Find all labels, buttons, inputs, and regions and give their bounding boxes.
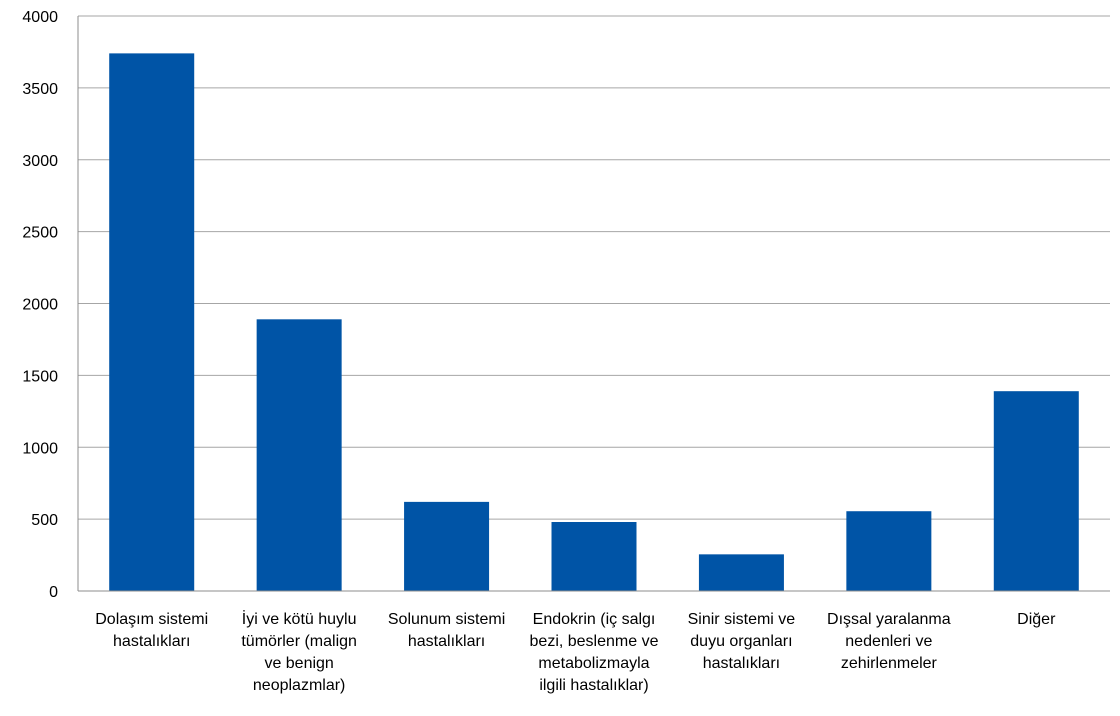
- bar: [846, 511, 932, 591]
- gridlines: [78, 15, 1110, 520]
- x-tick-label: Diğer: [1017, 611, 1056, 628]
- x-tick-labels: Dolaşım sistemi hastalıkları İyi ve kötü h…: [95, 609, 1056, 694]
- axes: [77, 16, 1110, 592]
- x-tick-label: Sinir sistemi ve duyu organları hastalıkla…: [688, 611, 796, 672]
- bar: [551, 522, 637, 591]
- bar: [256, 319, 342, 591]
- y-tick-label: 1500: [22, 368, 58, 385]
- x-tick-label: Dolaşım sistemi hastalıkları: [95, 611, 208, 650]
- bar: [993, 391, 1079, 591]
- y-tick-label: 2500: [22, 225, 58, 242]
- x-tick-label: Dışsal yaralanma nedenleri ve zehirlenmele…: [827, 611, 951, 672]
- y-tick-label: 3500: [22, 81, 58, 98]
- bars: [109, 53, 1079, 591]
- y-tick-label: 4000: [22, 9, 58, 26]
- y-tick-labels: 0 500 1000 1500 2000 2500 3000 3500 4000: [22, 9, 58, 601]
- y-tick-label: 500: [31, 512, 58, 529]
- y-tick-label: 1000: [22, 440, 58, 457]
- x-tick-label: Endokrin (iç salgı bezi, beslenme ve metab…: [530, 611, 659, 694]
- y-tick-label: 3000: [22, 153, 58, 170]
- y-tick-label: 0: [49, 584, 58, 601]
- bar: [109, 53, 195, 591]
- x-tick-label: İyi ve kötü huylu tümörler (malign ve beni…: [241, 609, 357, 694]
- bar: [698, 554, 784, 591]
- y-tick-label: 2000: [22, 297, 58, 314]
- bar: [404, 501, 490, 591]
- x-tick-label: Solunum sistemi hastalıkları: [388, 611, 505, 650]
